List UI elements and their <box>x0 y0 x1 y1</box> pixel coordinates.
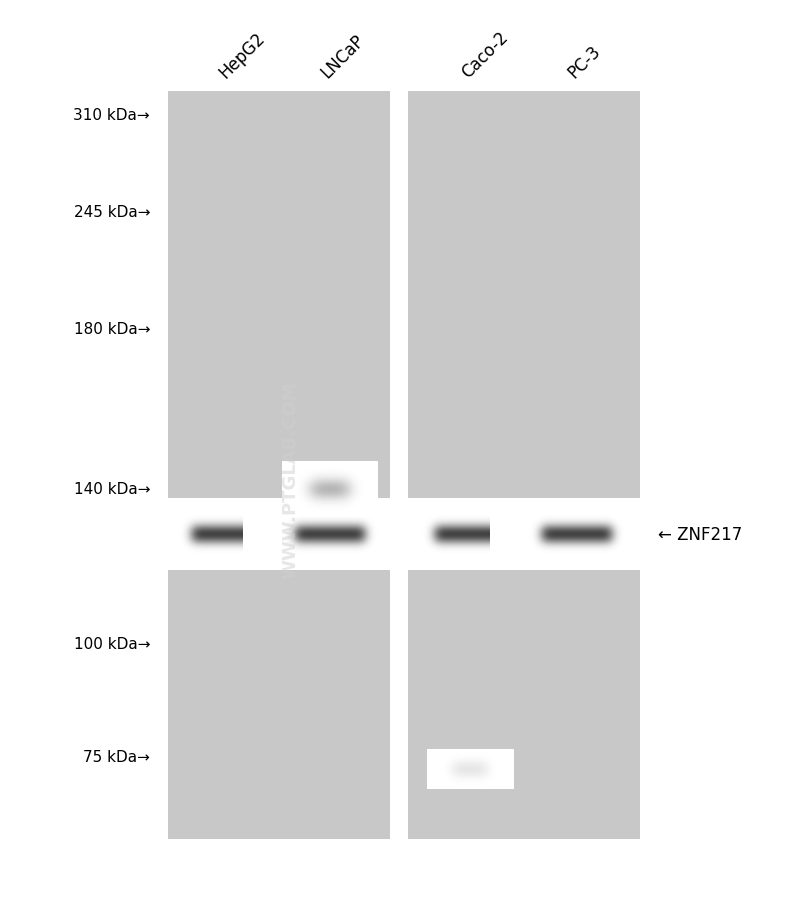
Text: PC-3: PC-3 <box>565 42 604 82</box>
Bar <box>168 92 390 839</box>
Text: 140 kDa→: 140 kDa→ <box>74 482 150 497</box>
Text: 100 kDa→: 100 kDa→ <box>74 637 150 652</box>
Text: ← ZNF217: ← ZNF217 <box>658 526 742 543</box>
Text: 75 kDa→: 75 kDa→ <box>83 750 150 765</box>
Text: 180 kDa→: 180 kDa→ <box>74 322 150 337</box>
Text: Caco-2: Caco-2 <box>458 29 511 82</box>
Text: 310 kDa→: 310 kDa→ <box>74 107 150 123</box>
Bar <box>408 92 640 839</box>
Text: 245 kDa→: 245 kDa→ <box>74 206 150 220</box>
Text: LNCaP: LNCaP <box>318 32 368 82</box>
Text: HepG2: HepG2 <box>215 29 268 82</box>
Text: WWW.PTGLAB.COM: WWW.PTGLAB.COM <box>281 381 299 578</box>
